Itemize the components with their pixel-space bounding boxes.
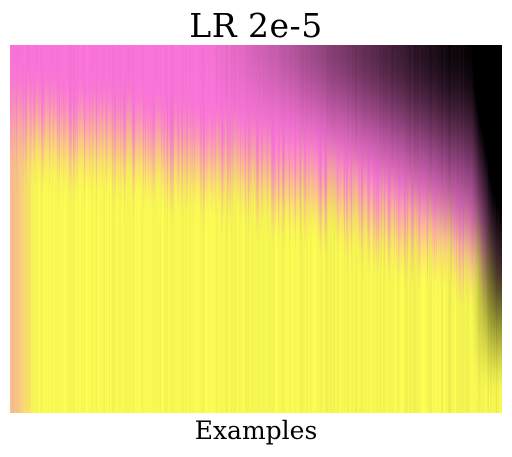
heatmap-canvas <box>10 45 502 413</box>
chart-title: LR 2e-5 <box>0 4 512 48</box>
heatmap-plot <box>10 45 502 413</box>
x-axis-label: Examples <box>0 413 512 449</box>
